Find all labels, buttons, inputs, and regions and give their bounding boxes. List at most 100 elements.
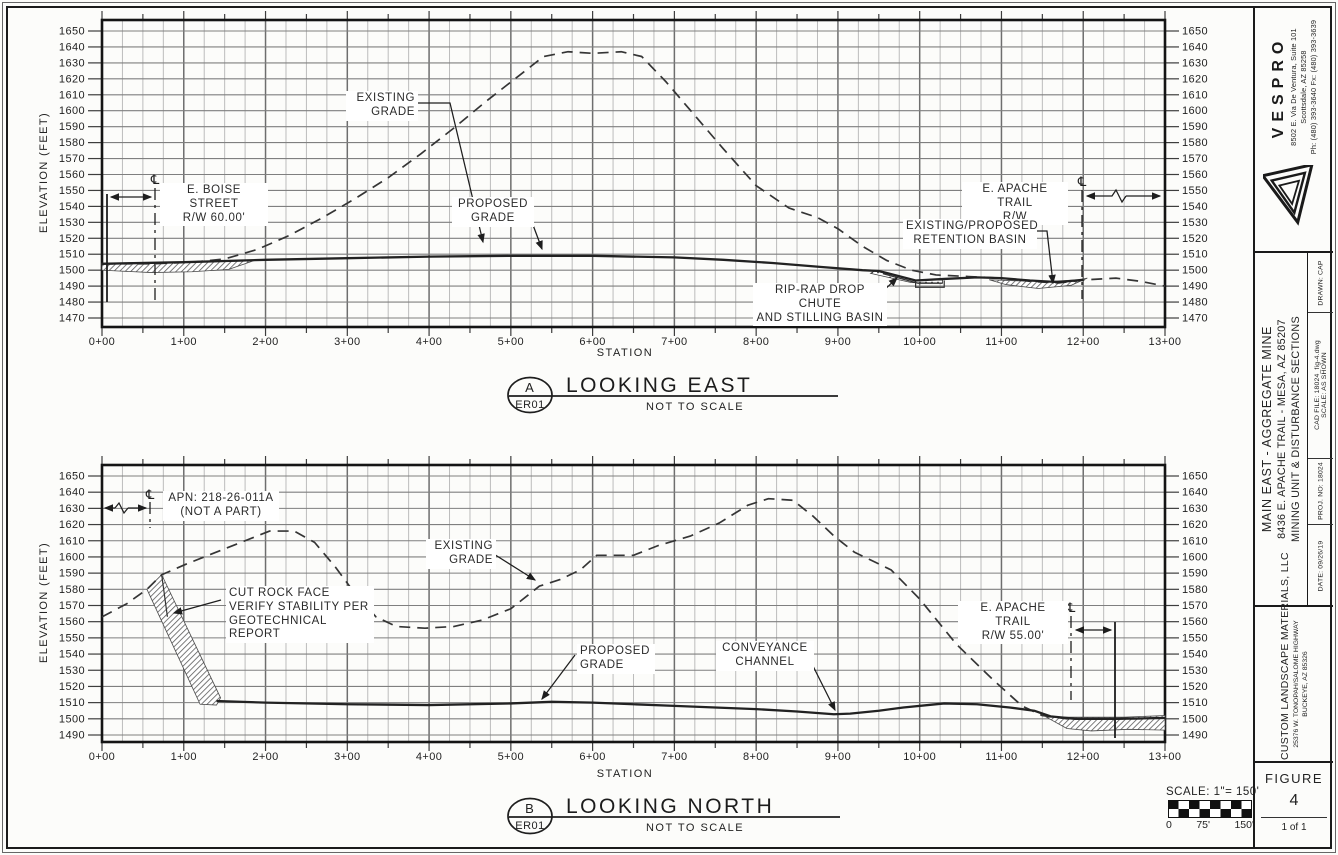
svg-text:1540: 1540 [1182,201,1208,213]
svg-text:1640: 1640 [1182,487,1208,499]
apache-a-centerline-symbol: ℄ [1077,175,1087,190]
scale-bar-checker [1168,800,1252,818]
firm-name: VESPRO [1270,35,1287,139]
title-block: VESPRO 8502 E. Via De Ventura, Suite 101… [1253,7,1333,848]
sheet-page-count: 1 of 1 [1261,817,1327,833]
svg-text:1590: 1590 [59,121,85,133]
svg-text:1640: 1640 [1182,41,1208,53]
svg-text:9+00: 9+00 [825,336,851,348]
svg-text:13+00: 13+00 [1149,336,1182,348]
svg-text:1560: 1560 [1182,616,1208,628]
svg-text:11+00: 11+00 [985,751,1017,763]
svg-text:1510: 1510 [1182,697,1208,709]
existing-grade-line-chart-looking-east [102,50,1166,287]
svg-text:1620: 1620 [59,73,85,85]
svg-text:5+00: 5+00 [498,336,524,348]
apache-b-centerline-symbol: ℄ [1066,601,1076,616]
title-block-firm-cell: VESPRO 8502 E. Via De Ventura, Suite 101… [1255,7,1333,253]
apn-centerline-symbol: ℄ [145,488,155,503]
svg-text:1630: 1630 [59,503,85,515]
svg-text:1540: 1540 [59,201,85,213]
svg-text:1520: 1520 [1182,233,1208,245]
svg-text:11+00: 11+00 [985,336,1017,348]
svg-text:1640: 1640 [59,41,85,53]
svg-text:2+00: 2+00 [252,751,278,763]
boise-centerline-symbol: ℄ [150,173,160,188]
svg-text:1610: 1610 [59,89,85,101]
client-address-2: BUCKEYE, AZ 85326 [1302,651,1309,717]
section-a-code: ER01 [515,399,545,411]
chart-a-y-axis-title: ELEVATION (FEET) [38,111,50,233]
svg-text:1500: 1500 [1182,265,1208,277]
conveyance-channel-label: CONVEYANCE CHANNEL [716,641,814,671]
drawing-date: DATE: 09/26/19 [1317,540,1324,591]
cad-file: CAD FILE: 18024_fig-4.dwg [1313,340,1321,430]
proposed-grade-b-leader [541,654,576,700]
section-b-marker-circle [507,797,553,835]
cut-rock-face-label: CUT ROCK FACE VERIFY STABILITY PER GEOTE… [226,586,374,644]
svg-text:3+00: 3+00 [334,336,360,348]
svg-text:1580: 1580 [59,584,85,596]
vespro-logo [1263,165,1314,226]
svg-text:1580: 1580 [1182,137,1208,149]
svg-text:1510: 1510 [59,249,85,261]
svg-text:1600: 1600 [1182,105,1208,117]
stilling-basin-outline [915,280,945,288]
section-a-subtitle: NOT TO SCALE [645,401,745,413]
graphic-scale-bar: SCALE: 1"= 150' 0 75' 150' [1166,786,1260,831]
svg-text:1470: 1470 [1182,313,1208,325]
svg-text:0+00: 0+00 [89,336,115,348]
svg-text:1650: 1650 [59,26,85,38]
scale-zero: 0 [1166,819,1172,831]
scale-text: SCALE: 1"= 150' [1166,786,1260,798]
svg-text:1590: 1590 [1182,568,1208,580]
svg-text:1530: 1530 [59,217,85,229]
svg-text:2+00: 2+00 [252,336,278,348]
project-number: PROJ. NO: 18024 [1317,462,1324,520]
title-block-project-cell: MAIN EAST - AGGREGATE MINE 8436 E. APACH… [1255,253,1333,607]
section-a-title: LOOKING EAST [566,374,753,397]
svg-text:1+00: 1+00 [171,751,197,763]
svg-text:4+00: 4+00 [416,751,442,763]
drawing-scale: SCALE: AS SHOWN [1320,352,1328,418]
chart-b-x-axis-title: STATION [596,768,654,780]
section-b-code: ER01 [515,820,545,832]
proposed-grade-line-chart-looking-north [216,699,1166,720]
svg-text:1630: 1630 [1182,57,1208,69]
svg-text:1550: 1550 [1182,185,1208,197]
scale-mid: 75' [1196,819,1210,831]
svg-text:1550: 1550 [1182,632,1208,644]
svg-text:1600: 1600 [59,105,85,117]
svg-text:1650: 1650 [59,471,85,483]
svg-text:1500: 1500 [59,265,85,277]
svg-text:1480: 1480 [1182,297,1208,309]
drop-chute-lower-line [882,273,943,284]
firm-address-2: Scottsdale, AZ 85258 [1299,50,1308,124]
cut-rock-face-leader [172,599,222,615]
svg-text:1610: 1610 [1182,89,1208,101]
section-b-title: LOOKING NORTH [566,795,775,818]
svg-text:1570: 1570 [59,153,85,165]
svg-text:3+00: 3+00 [334,751,360,763]
proposed-grade-line-chart-looking-east [101,254,1084,284]
svg-text:1580: 1580 [59,137,85,149]
charts-dynamic-layer: 1650 1650 1640 1640 1630 1630 1620 1620 1610 1610… [59,11,1208,763]
svg-text:1630: 1630 [59,57,85,69]
chart-a-x-axis-title: STATION [596,347,654,359]
apn-dim-break [114,501,129,515]
svg-text:1600: 1600 [59,551,85,563]
svg-text:1500: 1500 [1182,713,1208,725]
svg-text:1530: 1530 [1182,217,1208,229]
svg-text:1510: 1510 [59,697,85,709]
svg-text:1640: 1640 [59,487,85,499]
svg-text:5+00: 5+00 [498,751,524,763]
svg-text:0+00: 0+00 [89,751,115,763]
svg-text:1470: 1470 [59,313,85,325]
project-title-line-3: MINING UNIT & DISTURBANCE SECTIONS [1290,316,1302,542]
svg-text:1510: 1510 [1182,249,1208,261]
figure-number: 4 [1289,792,1299,809]
client-name: CUSTOM LANDSCAPE MATERIALS, LLC [1279,552,1291,760]
boise-street-label: E. BOISE STREET R/W 60.00' [160,183,268,227]
